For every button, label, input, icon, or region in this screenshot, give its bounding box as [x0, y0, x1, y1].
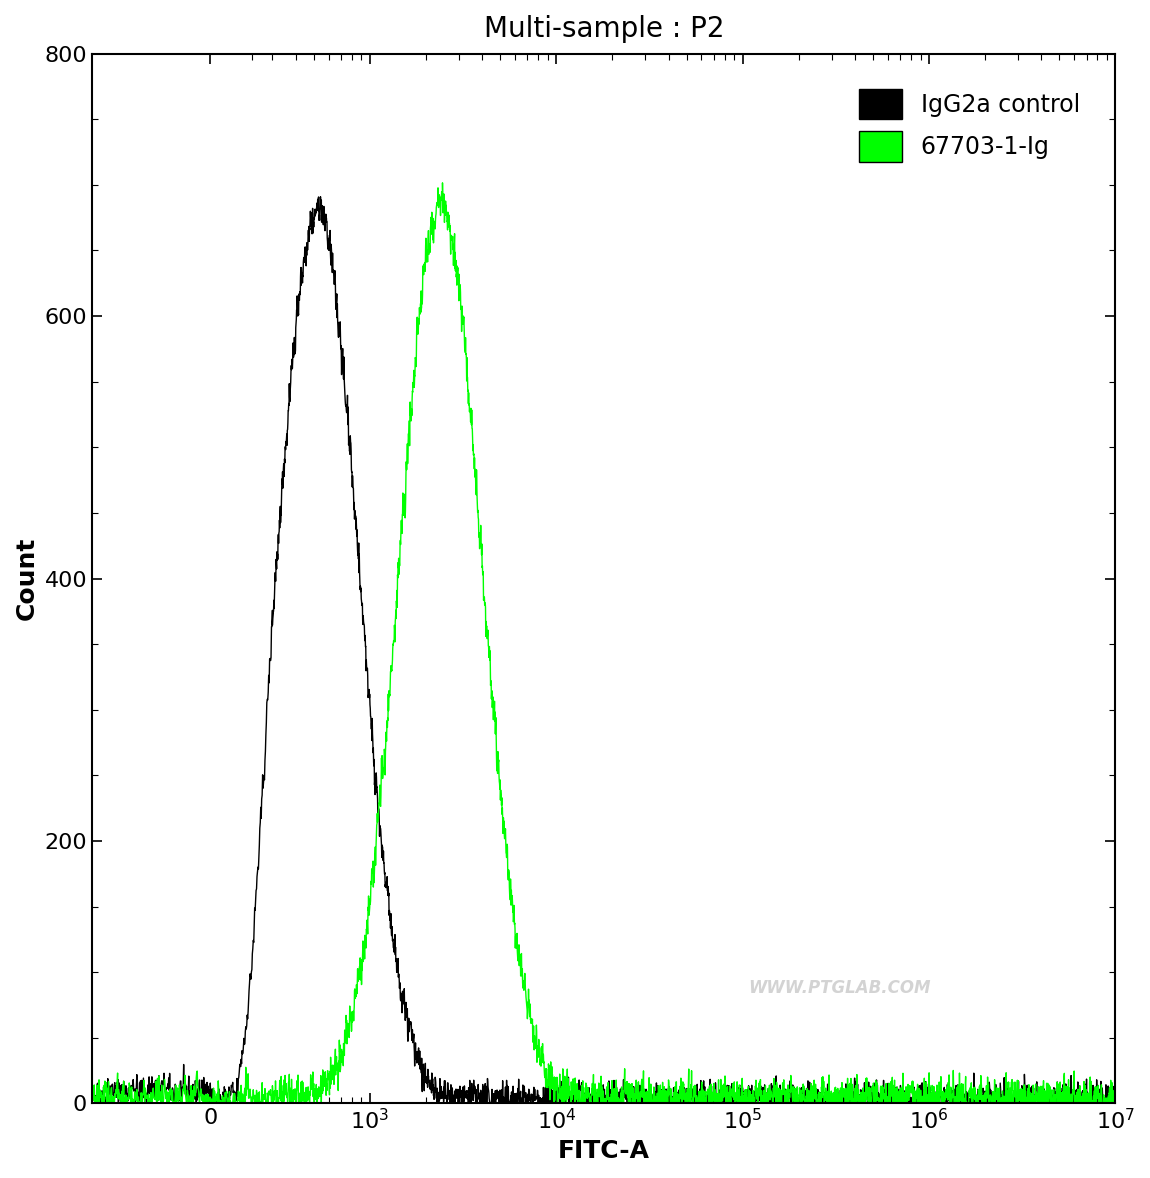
67703-1-Ig [1109, 1097, 1122, 1111]
Title: Multi-sample : P2: Multi-sample : P2 [483, 15, 724, 44]
IgG2a control [314, 190, 328, 204]
IgG2a control [85, 1088, 99, 1103]
IgG2a control [90, 1097, 104, 1111]
Y-axis label: Count: Count [15, 537, 39, 620]
67703-1-Ig [85, 1097, 99, 1111]
X-axis label: FITC-A: FITC-A [558, 1139, 650, 1163]
67703-1-Ig [1005, 1074, 1019, 1088]
67703-1-Ig [721, 1088, 735, 1103]
67703-1-Ig [85, 1090, 99, 1104]
IgG2a control [1109, 1094, 1122, 1108]
Text: WWW.PTGLAB.COM: WWW.PTGLAB.COM [748, 979, 930, 997]
IgG2a control [721, 1088, 735, 1103]
IgG2a control [649, 1091, 662, 1105]
67703-1-Ig [436, 176, 450, 190]
IgG2a control [807, 1096, 821, 1110]
67703-1-Ig [649, 1097, 662, 1111]
IgG2a control [945, 1090, 959, 1104]
Line: IgG2a control: IgG2a control [92, 197, 1116, 1104]
Line: 67703-1-Ig: 67703-1-Ig [92, 183, 1116, 1104]
Legend: IgG2a control, 67703-1-Ig: IgG2a control, 67703-1-Ig [836, 66, 1104, 185]
67703-1-Ig [807, 1091, 821, 1105]
IgG2a control [1005, 1087, 1019, 1101]
67703-1-Ig [945, 1093, 959, 1107]
IgG2a control [1050, 1081, 1064, 1096]
67703-1-Ig [1050, 1083, 1064, 1097]
